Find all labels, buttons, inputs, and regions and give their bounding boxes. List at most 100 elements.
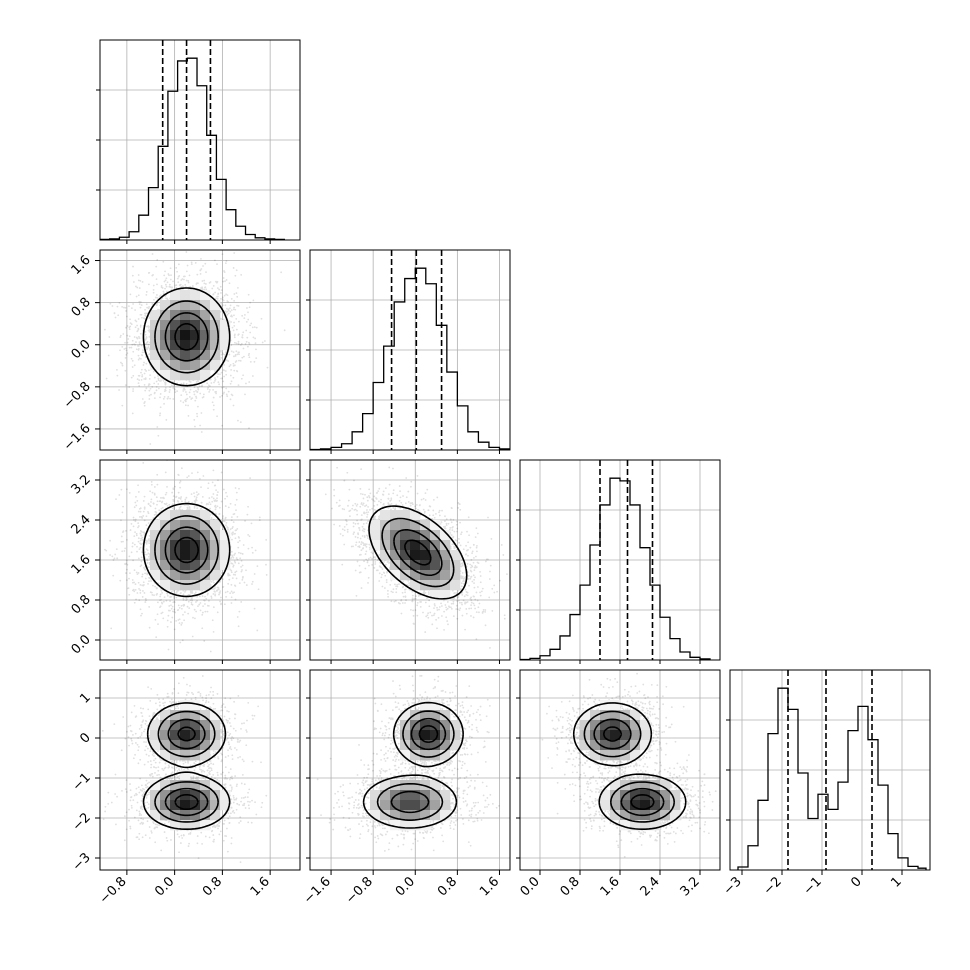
scatter-point: [228, 574, 231, 577]
density-cell: [180, 300, 191, 311]
scatter-point: [113, 312, 116, 314]
scatter-point: [184, 591, 186, 593]
scatter-point: [150, 580, 152, 582]
scatter-point: [242, 374, 244, 377]
scatter-point: [137, 491, 140, 493]
scatter-point: [236, 616, 239, 618]
scatter-point: [153, 594, 155, 597]
scatter-point: [189, 381, 192, 383]
density-cell: [180, 290, 191, 301]
scatter-point: [235, 570, 238, 573]
scatter-point: [137, 522, 140, 524]
scatter-point: [147, 346, 150, 348]
scatter-point: [177, 275, 180, 278]
scatter-point: [228, 282, 231, 285]
scatter-point: [143, 383, 146, 386]
scatter-point: [167, 648, 170, 651]
scatter-point: [223, 391, 225, 394]
scatter-point: [166, 397, 169, 400]
scatter-point: [251, 580, 254, 583]
scatter-point: [172, 387, 175, 389]
scatter-point: [183, 619, 186, 622]
scatter-point: [155, 513, 157, 516]
scatter-point: [194, 617, 196, 620]
density-cell: [210, 360, 221, 371]
scatter-point: [231, 315, 233, 318]
scatter-point: [169, 278, 172, 281]
scatter-point: [236, 353, 239, 356]
scatter-point: [242, 544, 245, 546]
scatter-point: [129, 322, 132, 325]
density-cell: [170, 370, 181, 381]
scatter-point: [222, 277, 225, 279]
scatter-point: [171, 286, 173, 289]
scatter-point: [145, 599, 147, 602]
scatter-point: [153, 298, 155, 301]
scatter-point: [138, 507, 141, 510]
scatter-point: [221, 386, 224, 389]
scatter-point: [136, 286, 139, 289]
scatter-point: [233, 252, 236, 254]
scatter-point: [124, 369, 127, 372]
scatter-point: [211, 500, 214, 503]
scatter-point: [223, 520, 226, 523]
scatter-point: [155, 389, 158, 392]
scatter-point: [155, 385, 158, 388]
scatter-point: [248, 427, 250, 430]
scatter-point: [195, 491, 198, 494]
scatter-point: [147, 384, 150, 387]
scatter-point: [232, 351, 235, 354]
scatter-point: [210, 382, 213, 384]
scatter-point: [119, 579, 122, 582]
scatter-point: [188, 506, 191, 509]
scatter-point: [145, 291, 148, 293]
scatter-point: [208, 599, 210, 602]
scatter-point: [137, 347, 140, 350]
density-cell: [210, 340, 221, 351]
scatter-point: [226, 590, 229, 593]
scatter-point: [175, 284, 178, 287]
scatter-point: [174, 391, 177, 394]
density-cell: [160, 300, 171, 311]
scatter-point: [170, 274, 172, 277]
scatter-point: [131, 359, 134, 362]
scatter-point: [143, 495, 146, 498]
density-cell: [220, 340, 231, 351]
scatter-point: [244, 393, 246, 396]
scatter-point: [114, 316, 117, 319]
scatter-point: [235, 350, 238, 353]
scatter-point: [155, 265, 158, 268]
scatter-point: [143, 507, 146, 510]
scatter-point: [164, 389, 167, 392]
scatter-point: [225, 293, 228, 296]
scatter-point: [233, 513, 236, 515]
scatter-point: [187, 475, 190, 477]
scatter-point: [235, 269, 238, 272]
scatter-point: [196, 390, 199, 393]
scatter-point: [184, 404, 187, 407]
scatter-point: [237, 333, 240, 336]
scatter-point: [218, 383, 221, 386]
scatter-point: [230, 344, 233, 346]
scatter-point: [142, 566, 145, 569]
scatter-point: [182, 593, 185, 596]
scatter-point: [125, 488, 128, 491]
contours: [142, 287, 231, 387]
scatter-point: [231, 326, 234, 329]
scatter-point: [240, 377, 243, 380]
scatter-point: [221, 386, 224, 389]
scatter-point: [179, 283, 182, 286]
scatter-point: [148, 606, 151, 608]
scatter-point: [234, 341, 236, 344]
scatter-point: [140, 304, 143, 306]
scatter-point: [145, 347, 148, 350]
scatter-point: [161, 506, 164, 509]
scatter-point: [146, 562, 149, 564]
scatter-point: [126, 334, 129, 337]
scatter-point: [139, 589, 142, 592]
scatter-point: [173, 628, 176, 631]
density-cell: [190, 350, 201, 361]
scatter-point: [143, 568, 146, 570]
scatter-point: [197, 387, 200, 389]
scatter-point: [169, 596, 172, 599]
